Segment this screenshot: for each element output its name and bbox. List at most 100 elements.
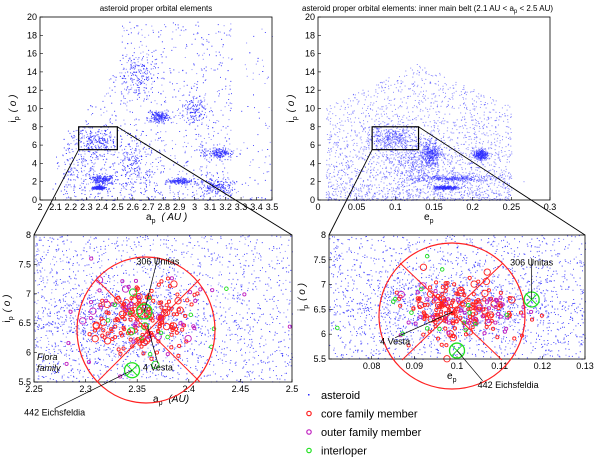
asteroid-point: [220, 187, 221, 188]
asteroid-point: [135, 182, 136, 183]
asteroid-point: [159, 121, 160, 122]
asteroid-point: [136, 143, 137, 144]
asteroid-point: [128, 75, 129, 76]
asteroid-point: [122, 150, 123, 151]
asteroid-point: [181, 30, 182, 31]
asteroid-point: [147, 96, 148, 97]
asteroid-point: [229, 144, 230, 145]
asteroid-point: [203, 154, 204, 155]
asteroid-point: [163, 117, 164, 118]
asteroid-point: [131, 158, 132, 159]
asteroid-point: [110, 166, 111, 167]
asteroid-point: [225, 88, 226, 89]
asteroid-point: [130, 171, 131, 172]
asteroid-point: [159, 116, 160, 117]
asteroid-point: [107, 151, 108, 152]
asteroid-point: [267, 171, 268, 172]
asteroid-point: [191, 180, 192, 181]
asteroid-point: [227, 186, 228, 187]
asteroid-point: [220, 160, 221, 161]
asteroid-point: [143, 56, 144, 57]
asteroid-point: [206, 187, 207, 188]
asteroid-point: [157, 78, 158, 79]
asteroid-point: [208, 190, 209, 191]
asteroid-point: [149, 169, 150, 170]
asteroid-point: [243, 197, 244, 198]
asteroid-point: [58, 166, 59, 167]
asteroid-point: [139, 153, 140, 154]
asteroid-point: [124, 158, 125, 159]
asteroid-point: [172, 148, 173, 149]
asteroid-point: [142, 78, 143, 79]
asteroid-point: [105, 181, 106, 182]
asteroid-point: [189, 95, 190, 96]
asteroid-point: [209, 162, 210, 163]
asteroid-point: [64, 162, 65, 163]
asteroid-point: [186, 182, 187, 183]
asteroid-point: [193, 104, 194, 105]
asteroid-point: [98, 193, 99, 194]
asteroid-point: [171, 182, 172, 183]
asteroid-point: [71, 180, 72, 181]
asteroid-point: [220, 188, 221, 189]
asteroid-point: [179, 182, 180, 183]
asteroid-point: [165, 26, 166, 27]
asteroid-point: [178, 24, 179, 25]
asteroid-point: [203, 76, 204, 77]
asteroid-point: [79, 188, 80, 189]
asteroid-point: [160, 120, 161, 121]
asteroid-point: [198, 185, 199, 186]
asteroid-point: [212, 184, 213, 185]
asteroid-point: [195, 39, 196, 40]
asteroid-point: [90, 137, 91, 138]
asteroid-point: [131, 152, 132, 153]
asteroid-point: [95, 182, 96, 183]
asteroid-point: [183, 146, 184, 147]
asteroid-point: [211, 139, 212, 140]
asteroid-point: [146, 186, 147, 187]
asteroid-point: [186, 173, 187, 174]
asteroid-point: [191, 88, 192, 89]
asteroid-point: [205, 80, 206, 81]
asteroid-point: [111, 135, 112, 136]
asteroid-point: [102, 134, 103, 135]
asteroid-point: [207, 49, 208, 50]
asteroid-point: [232, 58, 233, 59]
asteroid-point: [155, 119, 156, 120]
asteroid-point: [126, 69, 127, 70]
asteroid-point: [151, 129, 152, 130]
asteroid-point: [202, 166, 203, 167]
asteroid-point: [164, 48, 165, 49]
asteroid-point: [228, 99, 229, 100]
asteroid-point: [68, 172, 69, 173]
asteroid-point: [99, 155, 100, 156]
asteroid-point: [136, 124, 137, 125]
asteroid-point: [153, 68, 154, 69]
asteroid-point: [99, 187, 100, 188]
asteroid-point: [90, 131, 91, 132]
asteroid-point: [175, 24, 176, 25]
asteroid-point: [103, 188, 104, 189]
asteroid-point: [127, 166, 128, 167]
asteroid-point: [185, 57, 186, 58]
asteroid-point: [226, 141, 227, 142]
asteroid-point: [259, 118, 260, 119]
asteroid-point: [184, 105, 185, 106]
asteroid-point: [89, 145, 90, 146]
asteroid-point: [132, 154, 133, 155]
asteroid-point: [165, 120, 166, 121]
asteroid-point: [160, 34, 161, 35]
asteroid-point: [164, 24, 165, 25]
asteroid-point: [142, 131, 143, 132]
asteroid-point: [139, 79, 140, 80]
asteroid-point: [232, 181, 233, 182]
asteroid-point: [156, 183, 157, 184]
asteroid-point: [112, 196, 113, 197]
asteroid-point: [170, 169, 171, 170]
asteroid-point: [131, 75, 132, 76]
asteroid-point: [66, 150, 67, 151]
asteroid-point: [163, 166, 164, 167]
asteroid-point: [127, 154, 128, 155]
asteroid-point: [220, 155, 221, 156]
